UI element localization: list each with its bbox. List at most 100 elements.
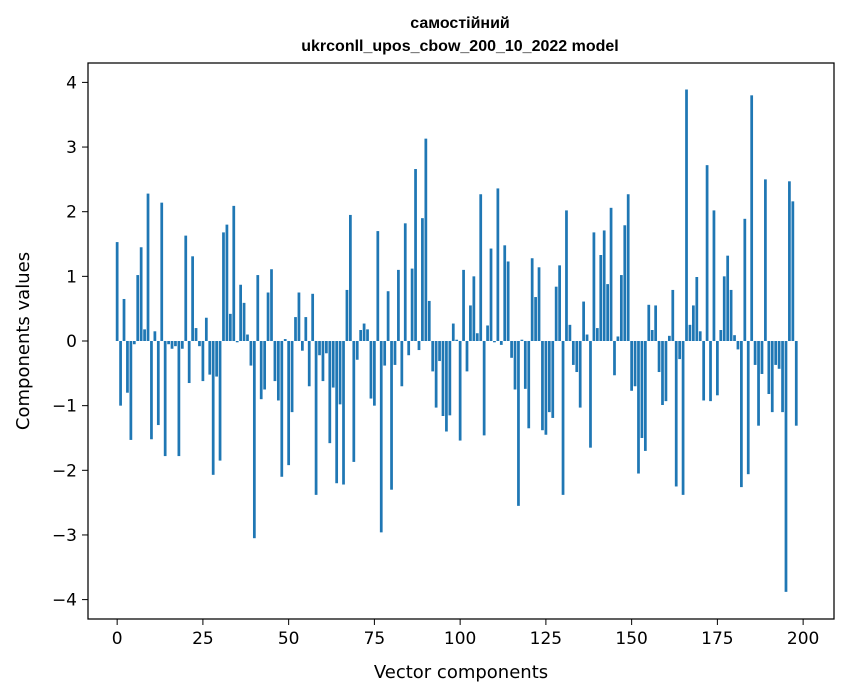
bar [657,341,661,373]
bar [719,330,723,341]
bar [685,89,688,341]
bar [156,341,160,426]
bar [527,341,531,429]
bar [781,341,784,413]
chart-subtitle: ukrconll_upos_cbow_200_10_2022 model [301,38,618,55]
y-tick-label: 2 [66,203,77,223]
bar [788,181,791,341]
bar [537,267,541,341]
bar [722,276,726,341]
bar [544,341,548,435]
bar [287,341,291,466]
x-tick-label: 125 [530,629,562,649]
bar [626,194,630,341]
bar [132,341,136,345]
bar [613,341,616,376]
bar [551,341,555,418]
bar [692,305,695,341]
bar [328,341,332,444]
bar [794,341,798,426]
bar [489,248,493,341]
bar [126,341,129,393]
y-tick-label: 4 [66,73,77,93]
y-axis-ticks: 4 3 2 1 0 −1 −2 −3 −4 [52,73,88,611]
bar [760,341,764,374]
bar [698,331,702,341]
bar [239,284,242,341]
bar [753,341,757,365]
bar [427,300,431,341]
x-tick-label: 200 [787,629,819,649]
bar [743,218,747,341]
bar [541,341,544,431]
bar [774,341,778,365]
bar [571,341,575,365]
bar [280,341,284,477]
bar [122,298,126,341]
bar [180,341,184,349]
bar [294,317,297,341]
bar [740,341,743,488]
bar [174,341,177,347]
bar [325,341,328,354]
bar [499,341,503,345]
bar [390,341,393,490]
bar [445,341,448,432]
bar [582,301,585,341]
bar [448,341,452,416]
bar [547,341,551,413]
bar [276,341,280,401]
bar [136,275,140,341]
bar [270,269,273,341]
bar [222,232,225,341]
bar [393,341,397,365]
bar [554,286,558,341]
bar [376,231,380,341]
bar [661,341,664,405]
bar [517,341,520,506]
bar [349,214,352,341]
bar [242,302,246,341]
bar [373,341,376,406]
bar [510,341,513,358]
bar [729,289,733,341]
bar [414,169,417,341]
bar [129,341,133,440]
bar [716,341,719,396]
bar [386,291,390,341]
bar [407,341,411,356]
bar [599,255,603,341]
x-tick-label: 50 [278,629,300,649]
bar [602,230,606,341]
x-axis-ticks: 0 25 50 75 100 125 150 175 200 [112,619,819,649]
bar [585,334,589,341]
bar [616,336,620,341]
bar [211,341,215,475]
y-tick-label: −3 [52,526,77,546]
bar [770,341,774,413]
bar [218,341,222,461]
bar [475,333,479,341]
bar [355,341,359,360]
bar [595,328,599,341]
bar [438,341,441,362]
bar [736,341,740,350]
bar [609,207,613,341]
bar [678,341,682,360]
bar [204,317,208,341]
bar [568,324,572,341]
bar [764,179,767,341]
bar [688,324,692,341]
bar [263,341,267,390]
bar [654,305,658,341]
bar [750,95,754,341]
bar [465,341,469,372]
bar [160,202,164,341]
bar [177,341,181,457]
bar [561,341,565,495]
bar [671,289,675,341]
bar [534,297,537,341]
bar [777,341,781,369]
bar [486,325,489,341]
bar [297,292,301,341]
